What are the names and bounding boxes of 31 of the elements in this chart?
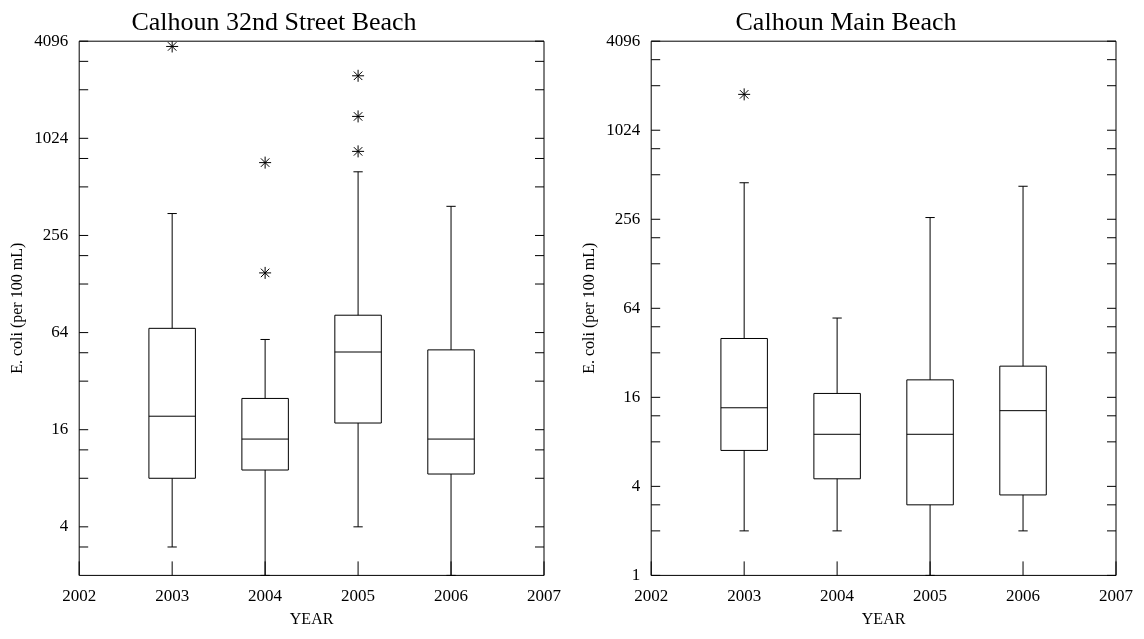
chart-title: Calhoun 32nd Street Beach [131,7,417,37]
y-tick-label: 1 [631,564,641,584]
y-tick-label: 64 [623,297,641,317]
x-tick-label: 2007 [527,586,562,606]
y-tick-label: 4 [59,516,69,536]
x-tick-label: 2003 [155,586,190,606]
x-tick-label: 2007 [1099,586,1134,606]
x-tick-label: 2004 [820,586,855,606]
y-axis-title: E. coli (per 100 mL) [579,242,598,374]
y-tick-label: 4 [631,475,641,495]
x-tick-label: 2003 [727,586,762,606]
y-tick-label: 4096 [34,30,69,50]
x-tick-label: 2002 [634,586,669,606]
y-tick-label: 16 [51,419,69,439]
y-tick-label: 4096 [606,30,641,50]
x-axis-title: YEAR [289,609,334,627]
x-tick-label: 2005 [913,586,948,606]
y-tick-label: 1024 [34,127,69,147]
y-tick-label: 256 [614,208,641,228]
y-tick-label: 256 [42,224,69,244]
chart-title: Calhoun Main Beach [735,7,957,37]
x-tick-label: 2002 [62,586,97,606]
y-tick-label: 16 [623,386,641,406]
x-axis-title: YEAR [861,609,906,627]
x-tick-label: 2006 [1006,586,1041,606]
y-axis-title: E. coli (per 100 mL) [7,242,26,374]
y-tick-label: 1024 [606,119,641,139]
x-tick-label: 2006 [434,586,469,606]
x-tick-label: 2005 [341,586,376,606]
x-tick-label: 2004 [248,586,283,606]
y-tick-label: 64 [51,322,69,342]
